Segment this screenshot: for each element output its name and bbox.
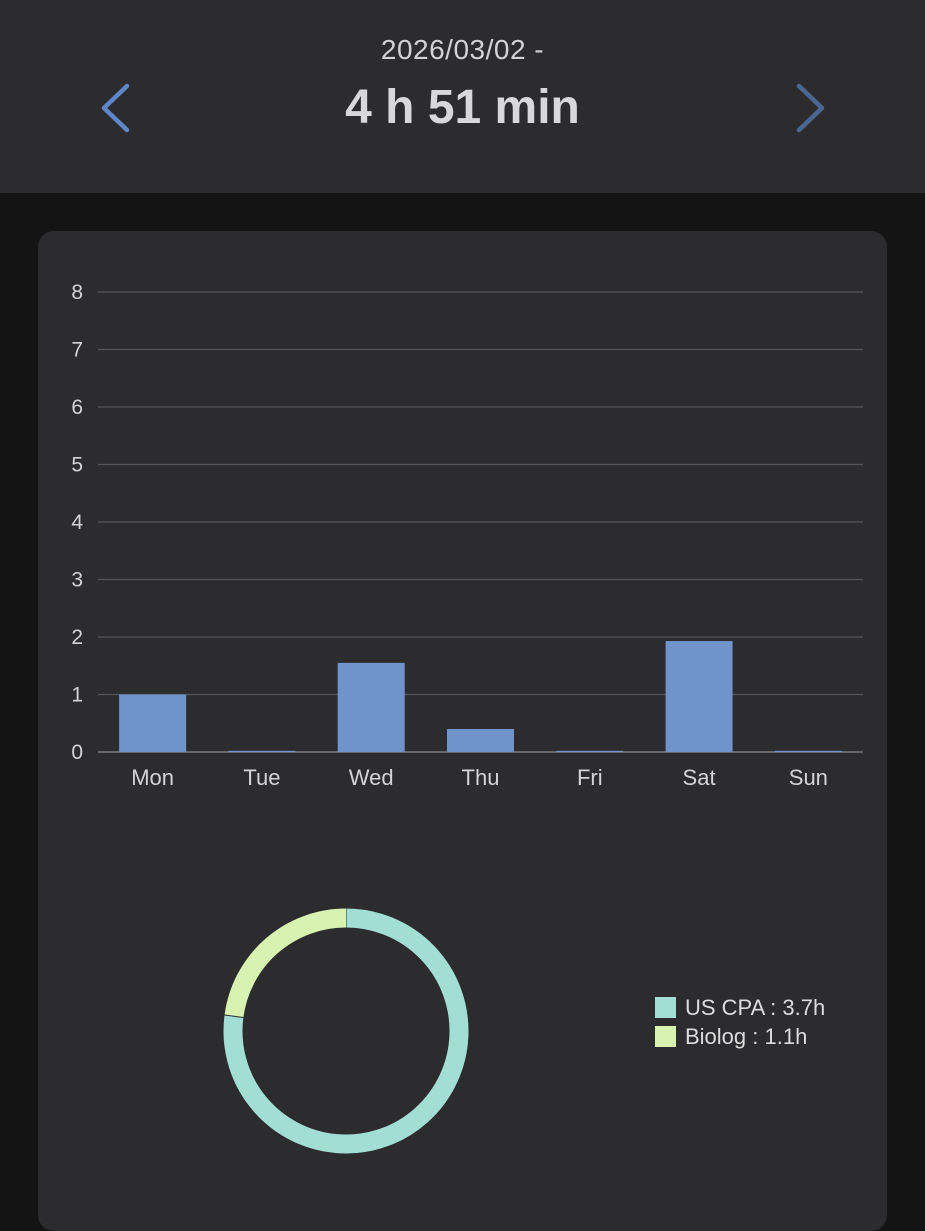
x-tick-label: Thu [462, 765, 500, 790]
chevron-left-icon [101, 83, 130, 133]
y-tick-label: 3 [71, 569, 83, 592]
date-range-label: 2026/03/02 - [380, 34, 545, 65]
total-time-label: 4 h 51 min [345, 81, 580, 134]
y-tick-label: 7 [71, 339, 83, 362]
bar-fri [556, 750, 624, 752]
previous-week-button[interactable] [88, 78, 148, 138]
chevron-right-icon [796, 83, 825, 133]
y-tick-label: 6 [71, 396, 83, 419]
bar-mon [119, 694, 187, 752]
donut-slice-biolog [224, 908, 347, 1018]
legend-item: US CPA : 3.7h [655, 993, 825, 1022]
bar-wed [337, 662, 405, 752]
y-tick-label: 0 [71, 741, 83, 764]
x-tick-label: Wed [349, 765, 394, 790]
bar-tue [228, 750, 296, 752]
x-tick-label: Sun [789, 765, 828, 790]
bar-sat [665, 641, 733, 752]
header: 2026/03/02 - 4 h 51 min [0, 0, 925, 193]
next-week-button[interactable] [778, 78, 838, 138]
x-tick-label: Sat [683, 765, 716, 790]
y-tick-label: 1 [71, 684, 83, 707]
x-tick-label: Mon [131, 765, 174, 790]
subject-donut-chart [223, 908, 469, 1154]
bar-sun [774, 750, 842, 752]
weekly-bar-chart: 0 1 2 3 4 5 6 7 8 Mon Tue Wed Thu Fri Sat Sun [71, 281, 863, 790]
y-tick-label: 8 [71, 281, 83, 304]
x-tick-label: Tue [243, 765, 280, 790]
donut-slice-us-cpa [223, 908, 469, 1154]
legend-label-us-cpa: US CPA : 3.7h [685, 994, 826, 1020]
donut-separator [224, 1014, 244, 1018]
legend-swatch-biolog [655, 1026, 676, 1047]
stats-card: 0 1 2 3 4 5 6 7 8 Mon Tue Wed Thu Fri Sat Sun US CPA : … [38, 231, 887, 1231]
legend-swatch-us-cpa [655, 997, 676, 1018]
y-tick-label: 5 [71, 454, 83, 477]
x-tick-label: Fri [577, 765, 603, 790]
legend-label-biolog: Biolog : 1.1h [685, 1023, 808, 1049]
legend-item: Biolog : 1.1h [655, 1022, 825, 1051]
y-tick-label: 2 [71, 626, 83, 649]
y-tick-label: 4 [71, 511, 83, 534]
bar-thu [447, 729, 514, 752]
donut-legend: US CPA : 3.7h Biolog : 1.1h [655, 993, 825, 1051]
